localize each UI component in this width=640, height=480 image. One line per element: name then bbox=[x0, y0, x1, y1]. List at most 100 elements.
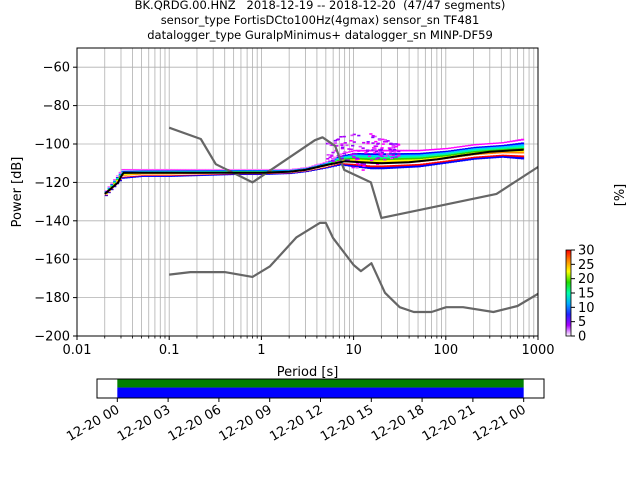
density-cloud-cell bbox=[396, 143, 400, 146]
density-cell bbox=[370, 167, 374, 170]
density-cell bbox=[143, 173, 148, 175]
density-cell bbox=[490, 156, 494, 159]
density-cell bbox=[423, 161, 427, 164]
density-cloud-cell bbox=[336, 138, 340, 141]
density-cell bbox=[300, 168, 304, 169]
density-cell bbox=[113, 180, 117, 182]
density-cell bbox=[219, 174, 223, 175]
density-cell bbox=[202, 175, 206, 176]
density-cell bbox=[113, 183, 117, 185]
density-cell bbox=[138, 173, 142, 175]
density-cell bbox=[135, 175, 139, 177]
density-cell bbox=[409, 159, 413, 162]
density-cell bbox=[487, 152, 491, 155]
density-cell bbox=[406, 153, 410, 155]
density-cell bbox=[149, 170, 153, 172]
density-cell bbox=[448, 153, 452, 155]
density-cell bbox=[492, 144, 497, 146]
density-cell bbox=[484, 148, 488, 151]
density-cell bbox=[386, 149, 391, 152]
density-cell bbox=[425, 152, 430, 155]
density-cell bbox=[358, 159, 363, 162]
density-cell bbox=[205, 170, 209, 172]
density-cell bbox=[364, 156, 368, 159]
density-cell bbox=[132, 169, 136, 171]
density-cell bbox=[185, 170, 189, 172]
density-cell bbox=[425, 150, 430, 153]
density-cell bbox=[509, 147, 513, 149]
density-cell bbox=[358, 156, 363, 159]
density-cell bbox=[247, 171, 251, 172]
density-cell bbox=[453, 149, 458, 152]
density-cell bbox=[227, 168, 231, 170]
density-cell bbox=[520, 138, 525, 141]
density-cell bbox=[155, 175, 159, 177]
density-cell bbox=[344, 162, 349, 164]
density-cell bbox=[476, 146, 480, 149]
density-cell bbox=[171, 173, 175, 175]
density-cloud-cell bbox=[380, 147, 384, 149]
density-cell bbox=[409, 154, 413, 157]
density-cell bbox=[400, 159, 405, 162]
density-cell bbox=[459, 150, 463, 152]
density-cell bbox=[431, 156, 435, 159]
density-cell bbox=[370, 163, 374, 166]
x-axis-label: Period [s] bbox=[277, 365, 339, 380]
density-cell bbox=[504, 156, 508, 158]
density-cell bbox=[506, 142, 511, 145]
density-cell bbox=[467, 155, 472, 158]
density-cell bbox=[258, 168, 262, 170]
density-cell bbox=[353, 163, 357, 166]
density-cell bbox=[222, 170, 226, 171]
density-cell bbox=[420, 157, 424, 160]
density-cloud-cell bbox=[333, 139, 337, 142]
density-cell bbox=[470, 148, 474, 151]
density-cell bbox=[423, 157, 427, 159]
colorbar-tick-label: 25 bbox=[578, 258, 595, 273]
density-cell bbox=[411, 152, 416, 155]
density-cell bbox=[423, 152, 427, 155]
density-cell bbox=[216, 170, 220, 172]
density-cell bbox=[294, 171, 298, 173]
density-cloud-cell bbox=[349, 148, 353, 151]
density-cell bbox=[255, 174, 259, 176]
density-cell bbox=[213, 170, 217, 171]
density-cloud-cell bbox=[340, 147, 345, 150]
density-cell bbox=[476, 145, 480, 147]
density-cloud-cell bbox=[397, 150, 401, 153]
density-cell bbox=[135, 170, 139, 172]
density-cloud-cell bbox=[339, 135, 343, 138]
density-cell bbox=[423, 164, 427, 167]
density-cell bbox=[188, 169, 192, 171]
density-cell bbox=[509, 143, 513, 146]
density-cell bbox=[504, 151, 508, 154]
density-cell bbox=[314, 165, 318, 167]
density-cell bbox=[364, 159, 368, 162]
density-cloud-cell bbox=[357, 163, 362, 166]
density-cell bbox=[174, 175, 178, 177]
density-cell bbox=[213, 174, 217, 176]
density-cell bbox=[459, 151, 463, 154]
density-cell bbox=[163, 174, 167, 176]
density-cell bbox=[247, 170, 251, 171]
density-cell bbox=[247, 174, 251, 176]
density-cell bbox=[451, 148, 455, 151]
density-cell bbox=[275, 173, 279, 175]
density-cell bbox=[230, 170, 234, 172]
density-cloud-cell bbox=[357, 134, 361, 137]
density-cell bbox=[222, 173, 226, 175]
density-cell bbox=[465, 159, 469, 161]
density-cell bbox=[518, 155, 522, 158]
density-cell bbox=[322, 162, 326, 164]
density-cell bbox=[314, 168, 318, 169]
density-cell bbox=[411, 151, 416, 154]
density-cell bbox=[325, 161, 329, 163]
density-cell bbox=[244, 171, 248, 172]
density-cell bbox=[403, 162, 407, 165]
density-cell bbox=[210, 168, 215, 170]
density-cell bbox=[219, 170, 223, 171]
density-cell bbox=[414, 152, 418, 155]
density-cell bbox=[107, 187, 111, 188]
density-cell bbox=[358, 149, 363, 152]
density-cell bbox=[322, 163, 326, 165]
